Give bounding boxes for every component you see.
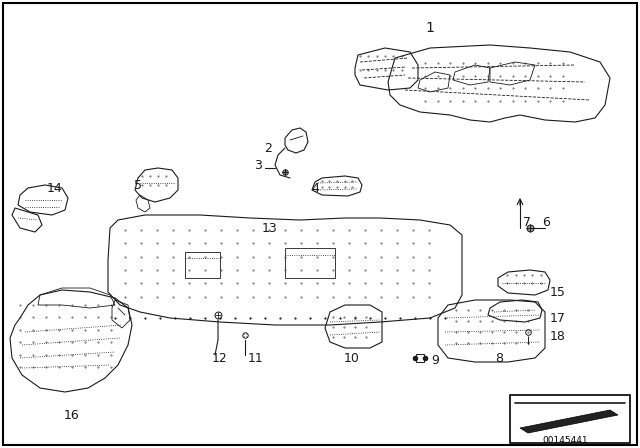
Text: 10: 10 <box>344 352 360 365</box>
Bar <box>510 395 630 443</box>
Text: 11: 11 <box>248 352 264 365</box>
Text: 5: 5 <box>134 178 142 191</box>
Text: 6: 6 <box>542 215 550 228</box>
Polygon shape <box>520 410 618 433</box>
Text: 15: 15 <box>550 285 566 298</box>
Text: 17: 17 <box>550 311 566 324</box>
Text: 8: 8 <box>495 352 503 365</box>
Text: 2: 2 <box>264 142 272 155</box>
Text: 00145441: 00145441 <box>542 435 588 444</box>
Text: 9: 9 <box>431 353 439 366</box>
Text: 3: 3 <box>254 159 262 172</box>
Text: 14: 14 <box>47 181 63 194</box>
Text: 12: 12 <box>212 352 228 365</box>
Text: 7: 7 <box>523 215 531 228</box>
Text: 1: 1 <box>426 21 435 35</box>
Text: 18: 18 <box>550 329 566 343</box>
Text: 4: 4 <box>311 181 319 194</box>
Text: 13: 13 <box>262 221 278 234</box>
Text: 16: 16 <box>64 409 80 422</box>
